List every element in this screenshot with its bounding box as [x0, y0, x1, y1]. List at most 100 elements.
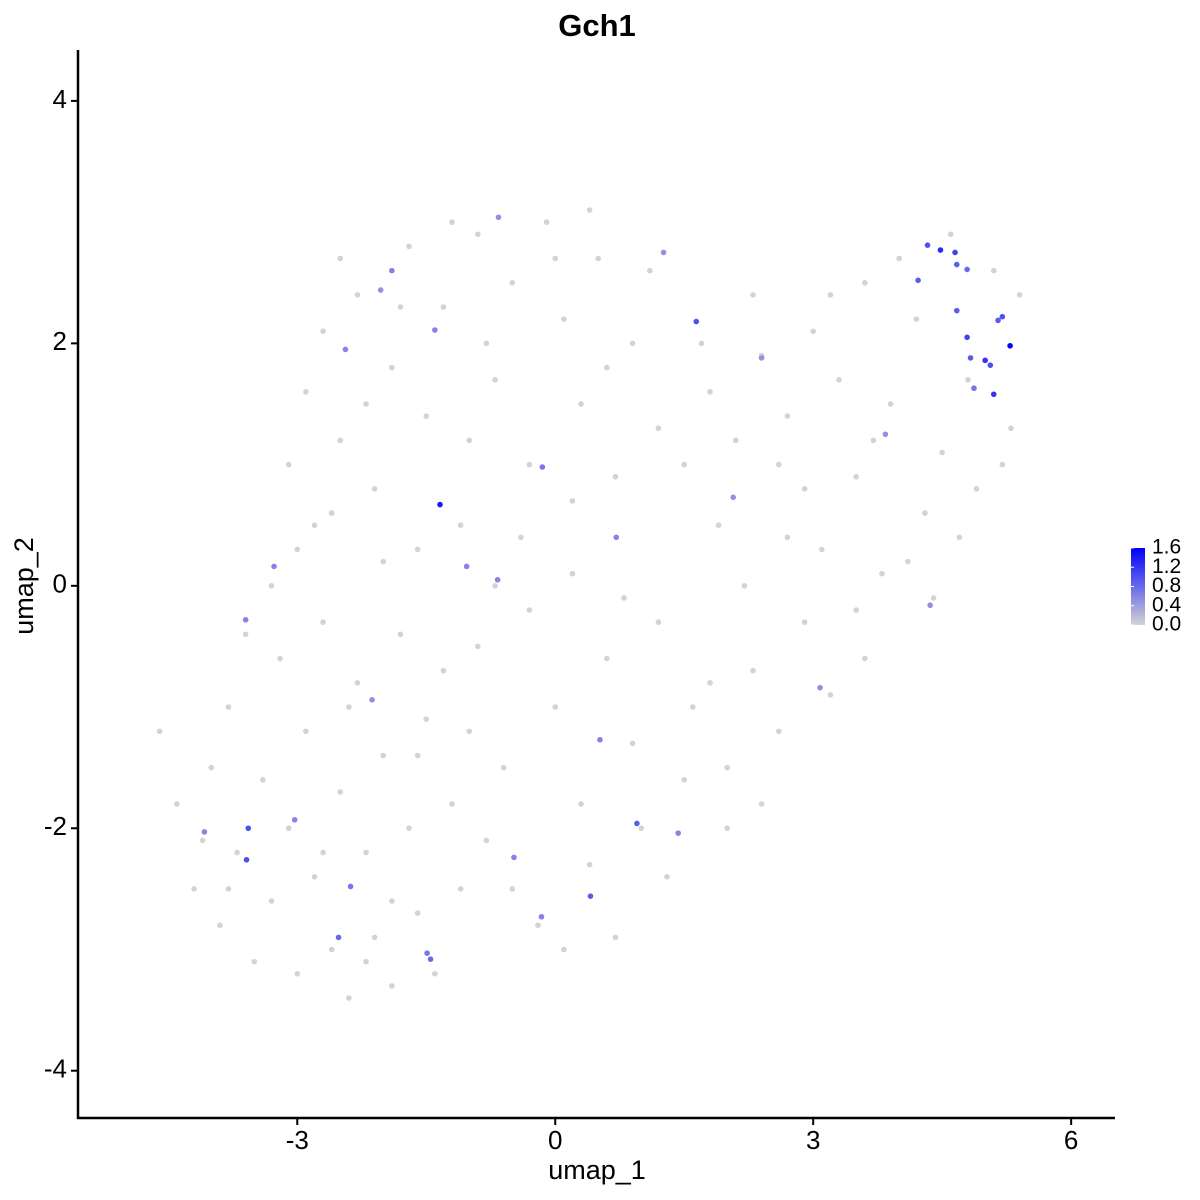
cell-point [414, 910, 421, 916]
cell-point [483, 340, 490, 347]
cell-point [1008, 425, 1014, 432]
y-tick-label: -2 [44, 811, 67, 841]
cell-point [342, 346, 349, 353]
cell-point [586, 207, 593, 213]
cell-point [526, 607, 533, 613]
cell-point [904, 558, 911, 565]
x-tick-label: 3 [806, 1125, 820, 1155]
cell-point [775, 461, 782, 468]
cell-point [612, 473, 619, 480]
cell-point [836, 376, 842, 383]
cell-point [268, 583, 275, 589]
cell-point [245, 825, 252, 832]
cell-point [449, 219, 455, 225]
cell-point [535, 922, 541, 929]
cell-point [741, 583, 748, 589]
cell-point [311, 522, 318, 529]
cell-point [810, 328, 816, 335]
cell-point [243, 856, 250, 863]
cell-point [971, 385, 977, 392]
cell-point [939, 449, 945, 456]
cell-point [377, 287, 384, 293]
cell-point [285, 825, 292, 832]
cell-point [337, 789, 344, 795]
cell-point [492, 583, 498, 589]
cell-point [494, 576, 501, 583]
y-axis-label: umap_2 [9, 537, 39, 635]
y-tick-label: -4 [44, 1054, 67, 1084]
cell-point [201, 829, 208, 835]
y-tick-label: 2 [53, 326, 67, 356]
cell-point [511, 854, 517, 861]
cell-point [715, 522, 722, 529]
cell-point [424, 950, 430, 956]
cell-point [990, 267, 997, 274]
cell-point [539, 464, 546, 470]
cell-point [870, 437, 877, 444]
cell-point [363, 401, 369, 407]
cell-point [660, 249, 667, 256]
cell-point [999, 461, 1006, 468]
cell-point [681, 776, 688, 783]
cell-point [389, 898, 395, 904]
cell-point [369, 696, 375, 703]
cell-point [538, 913, 545, 920]
cell-point [861, 279, 868, 286]
cell-point [457, 522, 464, 529]
y-tick-label: 4 [53, 84, 67, 114]
cell-point [406, 825, 412, 832]
cell-point [466, 437, 473, 444]
colorbar-label: 0.8 [1152, 574, 1181, 597]
cell-point [924, 242, 931, 248]
cell-point [882, 431, 889, 438]
cell-point [595, 255, 602, 262]
cell-point [999, 313, 1006, 320]
cell-point [552, 704, 559, 710]
cell-point [818, 546, 825, 553]
cell-point [693, 318, 700, 325]
cell-point [475, 231, 481, 238]
cell-point [495, 214, 502, 221]
cell-point [174, 801, 180, 807]
cell-point [463, 563, 470, 570]
cell-point [879, 570, 885, 577]
cell-point [457, 886, 464, 892]
cell-point [271, 563, 277, 570]
cell-point [634, 820, 640, 827]
cell-point [629, 340, 636, 347]
cell-point [509, 886, 516, 892]
cell-point [964, 334, 970, 341]
cell-point [827, 292, 834, 298]
cell-point [750, 292, 756, 298]
cell-point [354, 292, 361, 298]
cell-point [423, 413, 430, 419]
x-tick-label: 6 [1064, 1125, 1078, 1155]
cell-point [947, 231, 954, 238]
cell-point [492, 376, 498, 383]
cell-point [354, 679, 361, 686]
cell-point [664, 873, 670, 880]
cell-point [363, 958, 369, 965]
cell-point [225, 886, 232, 892]
cell-point [371, 486, 378, 492]
cell-point [937, 247, 944, 253]
cell-point [191, 886, 197, 892]
cell-point [965, 376, 971, 383]
cell-point [724, 764, 730, 771]
cell-point [552, 255, 559, 262]
cell-point [887, 401, 894, 407]
cell-point [561, 316, 567, 322]
cell-point [328, 946, 335, 953]
cell-point [363, 849, 369, 856]
cell-point [982, 357, 988, 364]
cell-point [251, 958, 258, 965]
cell-point [414, 546, 421, 553]
cell-point [578, 401, 584, 407]
cell-point [518, 534, 524, 541]
cell-point [597, 736, 603, 743]
cell-point [973, 486, 980, 492]
cell-point [784, 413, 791, 419]
cell-point [698, 340, 705, 347]
cell-point [1007, 342, 1013, 349]
